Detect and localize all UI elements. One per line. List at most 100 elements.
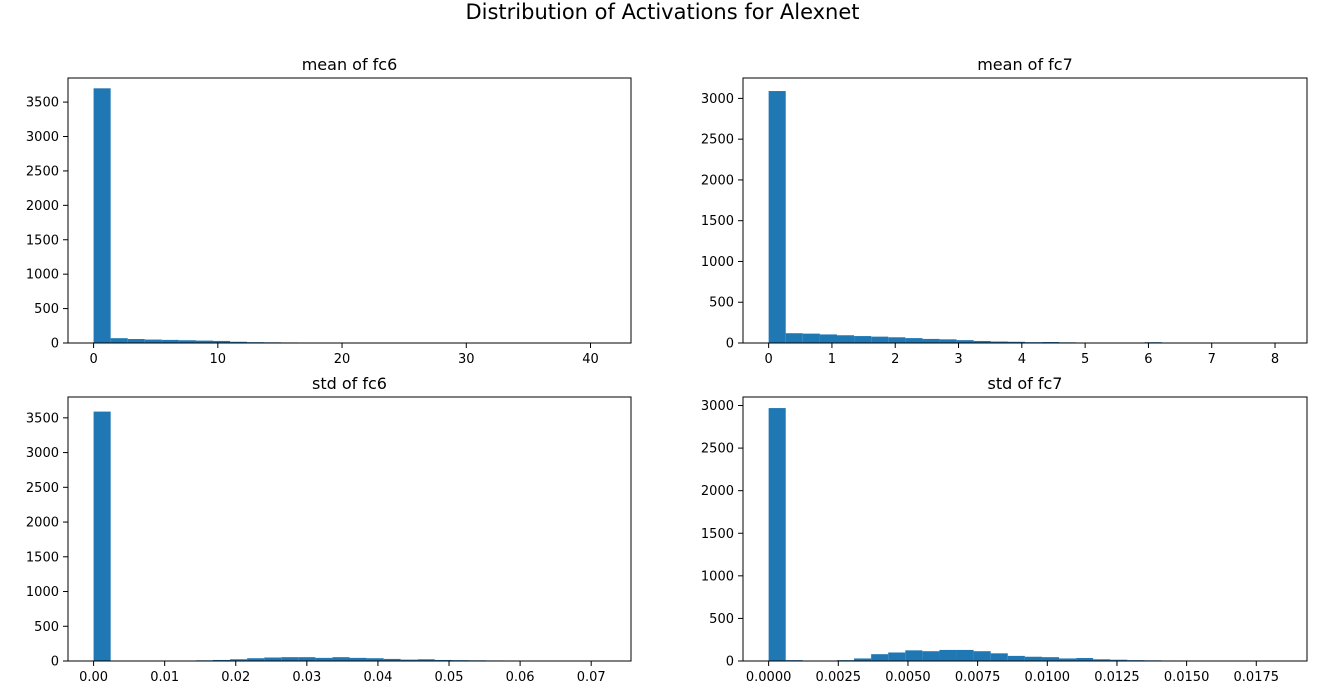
y-tick-label: 1000: [26, 268, 59, 283]
y-tick-label: 2500: [26, 481, 59, 496]
y-tick-label: 1500: [26, 233, 59, 248]
histogram-bar: [264, 657, 282, 661]
x-tick-label: 3: [954, 352, 962, 367]
histogram-bar: [144, 339, 162, 343]
x-tick-label: 0.0150: [1164, 670, 1210, 685]
histogram-bar: [315, 657, 333, 661]
x-tick-label: 0.06: [506, 670, 535, 685]
histogram-bar: [400, 659, 418, 661]
histogram-bar: [178, 340, 196, 343]
x-tick-label: 6: [1144, 352, 1152, 367]
histogram-bar: [888, 652, 906, 661]
subplot-title: mean of fc6: [302, 55, 398, 74]
y-tick-label: 3000: [26, 446, 59, 461]
axes-frame: [742, 396, 1308, 662]
subplot-title: mean of fc7: [977, 55, 1073, 74]
histogram-bar: [281, 657, 299, 661]
histogram-bar: [990, 653, 1008, 661]
y-tick-label: 0: [51, 337, 59, 352]
histogram-bar: [230, 659, 248, 661]
y-tick-label: 1500: [701, 214, 734, 229]
x-tick-label: 1: [828, 352, 836, 367]
histogram-bar: [1076, 658, 1094, 661]
x-tick-label: 8: [1271, 352, 1279, 367]
histogram-bar: [905, 338, 923, 343]
x-tick-label: 0.05: [435, 670, 464, 685]
y-tick-label: 2000: [26, 516, 59, 531]
y-tick-label: 1000: [701, 569, 734, 584]
y-tick-label: 1500: [701, 527, 734, 542]
histogram-bar: [1093, 659, 1111, 661]
y-tick-label: 0: [726, 655, 734, 670]
x-tick-label: 7: [1208, 352, 1216, 367]
axes-frame: [67, 396, 632, 662]
x-tick-label: 5: [1081, 352, 1089, 367]
histogram-bar: [161, 339, 179, 343]
histogram-bar: [956, 649, 974, 661]
y-tick-label: 3000: [701, 92, 734, 107]
x-tick-label: 40: [582, 352, 599, 367]
y-tick-label: 1000: [701, 255, 734, 270]
y-tick-label: 2000: [701, 484, 734, 499]
histogram-bar: [905, 650, 923, 661]
histogram-bar: [434, 659, 452, 661]
x-tick-label: 0.07: [577, 670, 606, 685]
histogram-bar: [298, 657, 316, 661]
x-tick-label: 20: [334, 352, 351, 367]
axes-frame: [67, 77, 632, 344]
histogram-bar: [212, 340, 231, 343]
y-tick-label: 500: [34, 620, 59, 635]
histogram-bar: [349, 657, 367, 661]
y-tick-label: 500: [34, 302, 59, 317]
histogram-bar: [247, 658, 265, 661]
subplot-2: mean of fc7 0 1 2 3 4 5 6 7 8 0 500 1000 1500 2000 2500…: [701, 55, 1308, 367]
histogram-bar: [213, 659, 231, 661]
histogram-bar: [871, 654, 889, 661]
histogram-bar: [819, 334, 837, 343]
x-tick-label: 0.0050: [885, 670, 931, 685]
histogram-bar: [990, 341, 1008, 343]
histogram-bar: [854, 658, 872, 661]
histogram-bar: [1024, 656, 1042, 661]
histogram-bar: [332, 657, 350, 661]
histogram-bar: [888, 337, 906, 343]
histogram-bar: [366, 658, 384, 661]
y-tick-label: 3000: [26, 130, 59, 145]
histogram-bar: [1007, 341, 1025, 343]
y-tick-label: 3500: [26, 96, 59, 111]
histogram-bar: [1041, 657, 1060, 661]
y-tick-label: 500: [709, 296, 734, 311]
figure-title: Distribution of Activations for Alexnet: [465, 0, 860, 24]
y-tick-label: 2500: [26, 164, 59, 179]
y-tick-label: 2000: [26, 199, 59, 214]
y-tick-label: 0: [51, 655, 59, 670]
histogram-bar: [1059, 658, 1077, 661]
x-tick-label: 10: [210, 352, 227, 367]
histogram-bar: [195, 340, 213, 343]
histogram-bar: [785, 333, 803, 343]
y-tick-label: 1000: [26, 585, 59, 600]
histogram-bar: [383, 658, 401, 661]
x-tick-label: 0: [764, 352, 772, 367]
histogram-bar: [854, 336, 872, 343]
y-tick-label: 2500: [701, 133, 734, 148]
subplot-4: std of fc7 0.0000 0.0025 0.0050 0.0075 0.0100…: [701, 374, 1308, 685]
y-tick-label: 500: [709, 612, 734, 627]
histogram-bar: [956, 340, 974, 343]
x-tick-label: 4: [1018, 352, 1026, 367]
histogram-bar: [922, 651, 940, 661]
x-tick-label: 2: [891, 352, 899, 367]
x-tick-label: 0.00: [79, 670, 108, 685]
histogram-bar: [768, 408, 786, 661]
histogram-bar: [837, 335, 855, 343]
y-tick-label: 3000: [701, 399, 734, 414]
histogram-bar: [973, 651, 991, 661]
subplot-3: std of fc6 0.00 0.01 0.02 0.03 0.04 0.05 0.06 0.…: [26, 374, 632, 685]
x-tick-label: 30: [458, 352, 475, 367]
y-tick-label: 3500: [26, 411, 59, 426]
x-tick-label: 0.02: [221, 670, 250, 685]
y-tick-label: 2000: [701, 173, 734, 188]
y-tick-label: 0: [726, 337, 734, 352]
x-tick-label: 0.0025: [816, 670, 862, 685]
